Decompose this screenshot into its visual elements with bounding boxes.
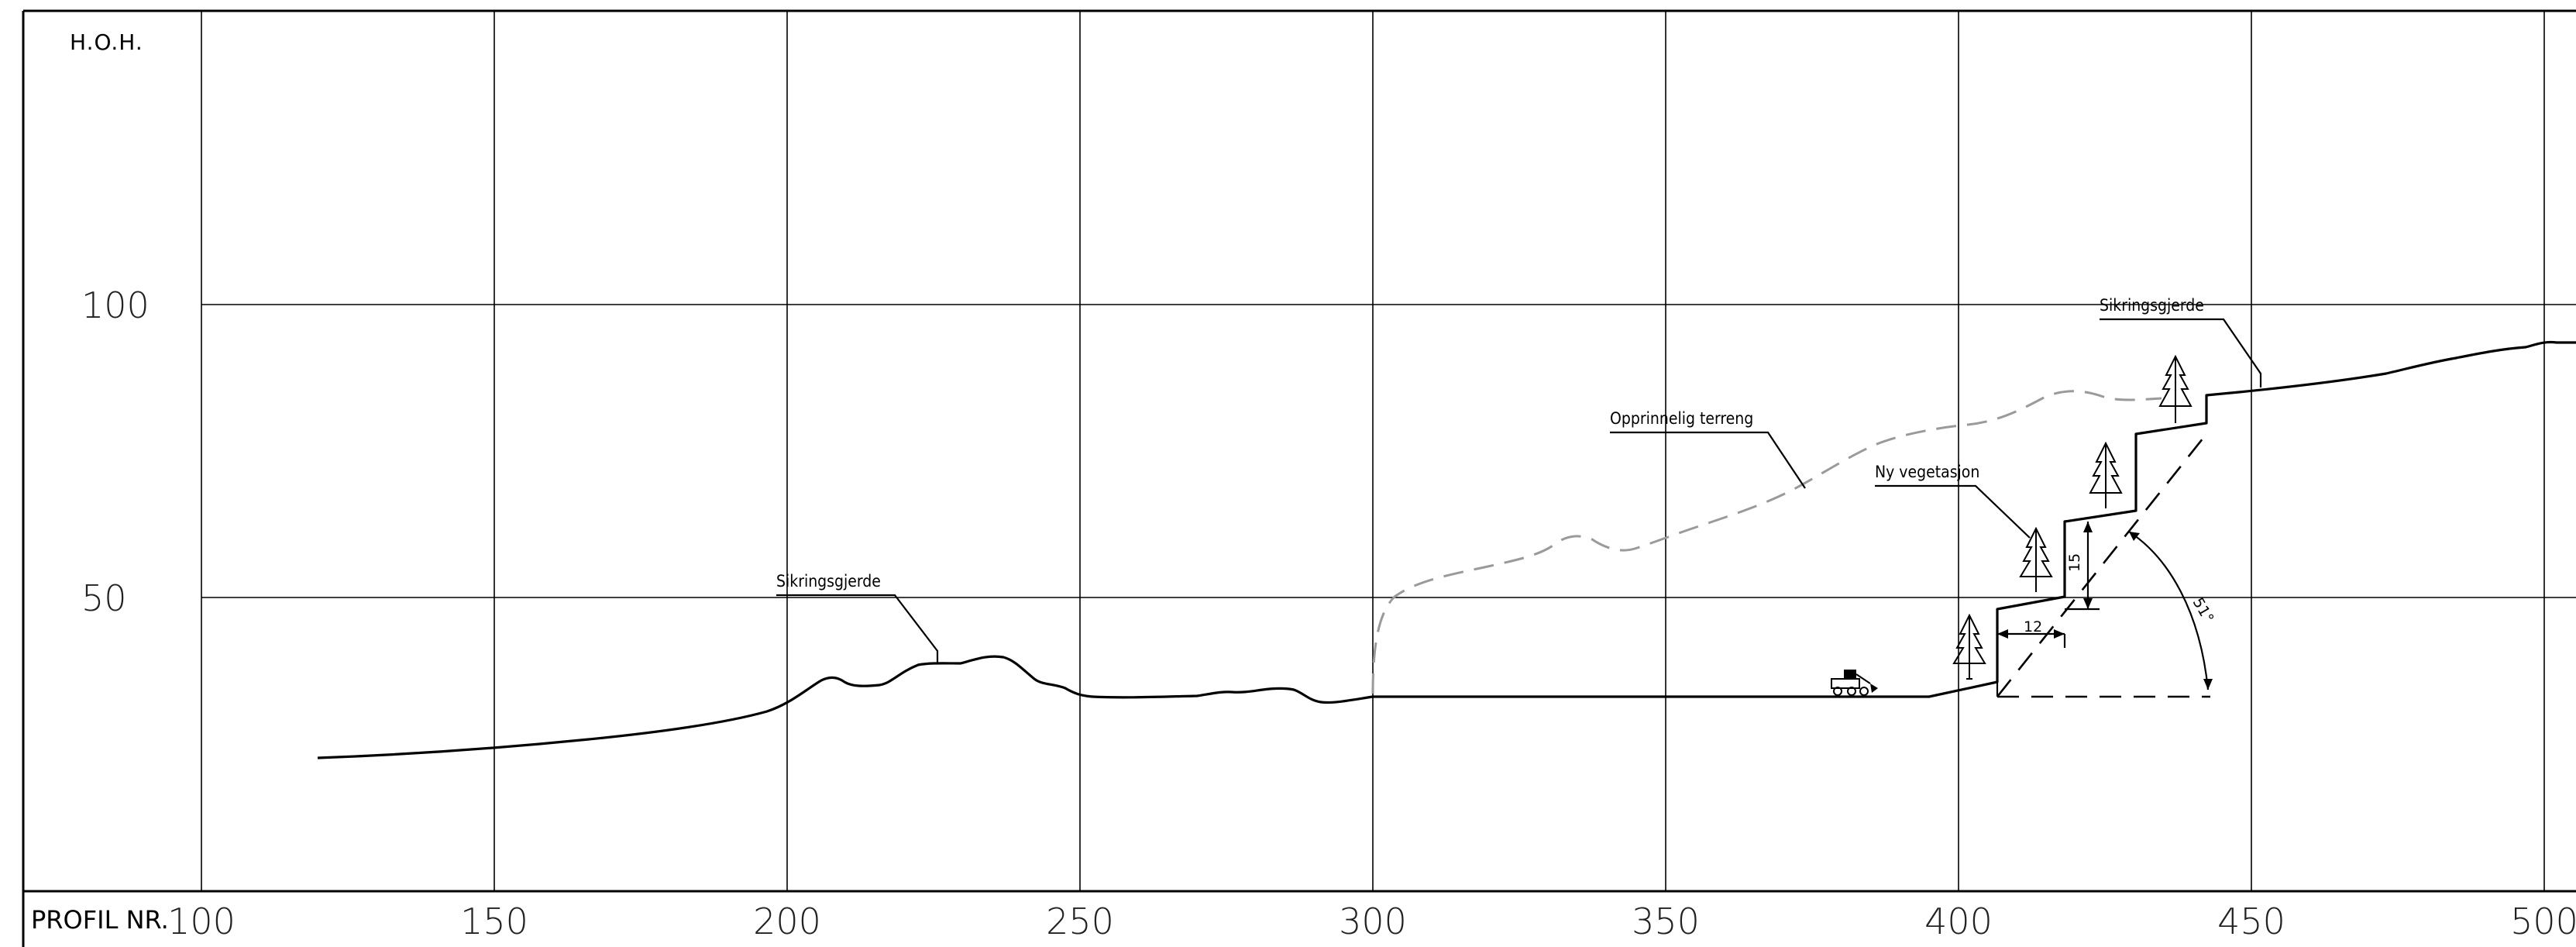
- new-vegetation-leader: [1875, 484, 2031, 539]
- x-axis-title: PROFIL NR.: [31, 905, 169, 935]
- slope-arrow-bottom: [2203, 679, 2213, 690]
- new-vegetation-label: Ny vegetasjon: [1875, 463, 1979, 481]
- x-tick-400: 400: [1924, 901, 1993, 942]
- security-fence-label-left: Sikringsgjerde: [776, 572, 881, 591]
- tree-icon: [2019, 526, 2053, 592]
- security-fence-leader-left: [776, 594, 939, 663]
- bench-height-label: 15: [2066, 553, 2083, 572]
- tree-icon: [2158, 354, 2193, 423]
- excavator-icon: [1831, 670, 1878, 696]
- y-axis-title: H.O.H.: [70, 29, 143, 55]
- excavation-outline: [1996, 433, 2210, 698]
- x-tick-250: 250: [1046, 901, 1114, 942]
- bench-width-label: 12: [2024, 618, 2042, 635]
- x-tick-150: 150: [460, 901, 528, 942]
- bench-dimension: [1997, 629, 2066, 648]
- y-tick-50: 50: [81, 577, 127, 619]
- slope-arrow-top: [2129, 532, 2140, 541]
- height-dimension: [2065, 522, 2100, 611]
- security-fence-label-right: Sikringsgjerde: [2100, 296, 2204, 315]
- x-tick-100: 100: [167, 901, 236, 942]
- x-tick-450: 450: [2217, 901, 2285, 942]
- slope-angle-arc: [2128, 531, 2210, 690]
- original-terrain-line: [1371, 390, 2162, 694]
- x-tick-300: 300: [1339, 901, 1407, 942]
- original-terrain-label: Opprinnelig terreng: [1610, 409, 1753, 428]
- terrain-line: [317, 340, 2576, 759]
- y-tick-100: 100: [81, 284, 150, 326]
- x-tick-350: 350: [1632, 901, 1700, 942]
- tree-icon: [2089, 441, 2123, 508]
- tree-icon: [1952, 613, 1986, 680]
- x-tick-200: 200: [753, 901, 821, 942]
- drawing-frame: [22, 9, 2576, 947]
- security-fence-leader-right: [2100, 318, 2262, 387]
- x-tick-500: 500: [2510, 901, 2576, 942]
- grid: [201, 11, 2576, 891]
- original-terrain-leader: [1610, 431, 1806, 489]
